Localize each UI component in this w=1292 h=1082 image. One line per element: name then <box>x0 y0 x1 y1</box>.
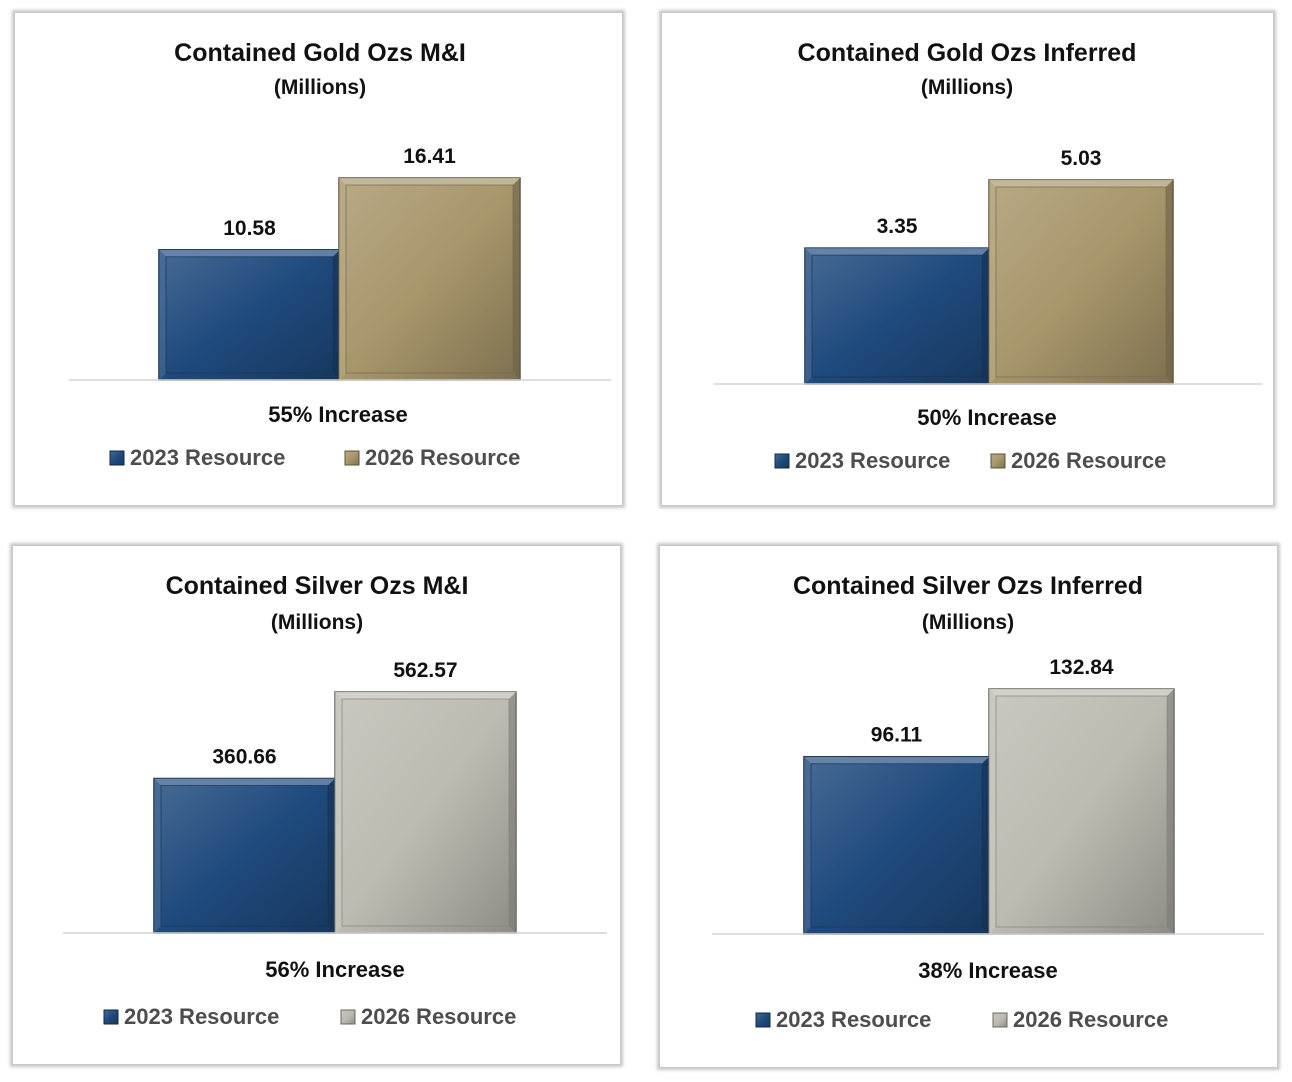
legend-swatch <box>344 450 360 466</box>
legend-label: 2026 Resource <box>1013 1007 1168 1032</box>
bar-2023-resource <box>803 755 990 935</box>
chart-silver-inferred: Contained Silver Ozs Inferred (Millions)… <box>712 572 1264 1032</box>
legend-item: 2026 Resource <box>344 445 520 470</box>
legend: 2023 Resource 2026 Resource <box>109 445 520 470</box>
data-label: 16.41 <box>403 145 456 168</box>
legend-label: 2026 Resource <box>365 445 520 470</box>
chart-title: Contained Gold Ozs Inferred <box>798 39 1137 67</box>
bar-group: 96.11 132.84 <box>803 656 1175 935</box>
increase-annotation: 38% Increase <box>918 958 1057 983</box>
data-label: 360.66 <box>212 745 276 768</box>
chart-gold-mi: Contained Gold Ozs M&I (Millions) 10.581… <box>69 39 611 470</box>
legend-swatch <box>774 453 790 469</box>
legend-swatch <box>109 450 125 466</box>
chart-subtitle: (Millions) <box>921 76 1013 99</box>
legend-label: 2023 Resource <box>795 448 950 473</box>
chart-subtitle: (Millions) <box>271 611 363 634</box>
chart-panel-silver-inferred: Contained Silver Ozs Inferred (Millions)… <box>659 545 1278 1068</box>
chart-gold-inferred: Contained Gold Ozs Inferred (Millions) 3… <box>714 39 1262 473</box>
bar-2023-resource <box>153 777 336 934</box>
bar-group: 3.35 5.03 <box>804 147 1174 385</box>
bar-group: 360.66 562.57 <box>153 659 517 934</box>
data-label: 96.11 <box>871 724 923 747</box>
legend-item: 2026 Resource <box>340 1004 516 1029</box>
chart-panel-gold-mi: Contained Gold Ozs M&I (Millions) 10.58 1… <box>14 12 623 506</box>
legend-item: 2023 Resource <box>774 448 950 473</box>
legend-swatch <box>340 1009 356 1025</box>
chart-title: Contained Silver Ozs Inferred <box>793 572 1143 600</box>
chart-subtitle: (Millions) <box>922 611 1014 634</box>
legend-label: 2026 Resource <box>1011 448 1166 473</box>
data-label: 3.35 <box>877 215 918 238</box>
legend-swatch <box>103 1009 119 1025</box>
chart-panel-silver-mi: Contained Silver Ozs M&I (Millions) 360.… <box>12 545 621 1065</box>
chart-title: Contained Gold Ozs M&I <box>174 39 466 67</box>
legend: 2023 Resource 2026 Resource <box>103 1004 516 1029</box>
bar-2026-resource <box>338 177 521 381</box>
bar-group: 10.58 16.41 <box>158 145 521 381</box>
legend-swatch <box>755 1012 771 1028</box>
legend-swatch <box>992 1012 1008 1028</box>
bar-2026-resource <box>988 688 1175 935</box>
bar-2023-resource <box>158 249 341 381</box>
chart-silver-mi: Contained Silver Ozs M&I (Millions) 360.… <box>63 572 607 1029</box>
legend-item: 2026 Resource <box>990 448 1166 473</box>
legend-swatch <box>990 453 1006 469</box>
legend-label: 2023 Resource <box>124 1004 279 1029</box>
increase-annotation: 50% Increase <box>917 405 1056 430</box>
legend-label: 2023 Resource <box>776 1007 931 1032</box>
bar-2026-resource <box>334 691 517 934</box>
chart-panel-gold-inferred: Contained Gold Ozs Inferred (Millions) 3… <box>661 12 1274 506</box>
chart-title: Contained Silver Ozs M&I <box>166 572 469 600</box>
data-label: 132.84 <box>1049 656 1114 679</box>
legend: 2023 Resource 2026 Resource <box>755 1007 1168 1032</box>
data-label: 562.57 <box>393 659 457 682</box>
legend-label: 2023 Resource <box>130 445 285 470</box>
legend-label: 2026 Resource <box>361 1004 516 1029</box>
bar-2026-resource <box>988 179 1174 385</box>
legend-item: 2023 Resource <box>755 1007 931 1032</box>
bar-2023-resource <box>804 247 990 385</box>
data-label: 5.03 <box>1061 147 1102 170</box>
legend-item: 2026 Resource <box>992 1007 1168 1032</box>
increase-annotation: 55% Increase <box>268 402 407 427</box>
increase-annotation: 56% Increase <box>265 957 404 982</box>
legend: 2023 Resource 2026 Resource <box>774 448 1166 473</box>
legend-item: 2023 Resource <box>109 445 285 470</box>
data-label: 10.58 <box>223 217 276 240</box>
chart-subtitle: (Millions) <box>274 76 366 99</box>
legend-item: 2023 Resource <box>103 1004 279 1029</box>
